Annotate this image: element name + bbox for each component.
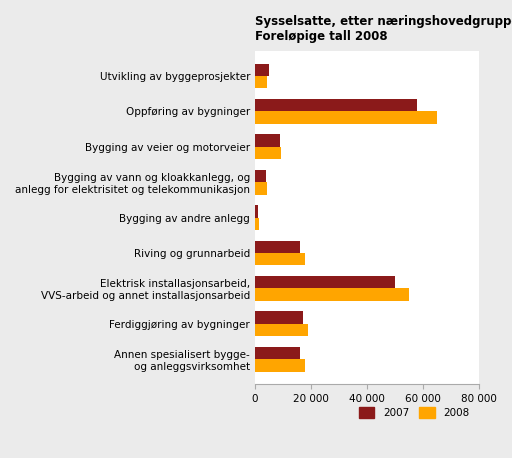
Bar: [255, 111, 437, 124]
Bar: [255, 347, 300, 359]
Bar: [255, 253, 305, 265]
Bar: [255, 170, 266, 182]
Bar: [255, 134, 280, 147]
Bar: [255, 359, 305, 371]
Bar: [255, 289, 409, 301]
Bar: [255, 324, 308, 336]
Bar: [255, 76, 267, 88]
Legend: 2007, 2008: 2007, 2008: [355, 403, 474, 422]
Bar: [255, 240, 300, 253]
Bar: [255, 205, 258, 218]
Bar: [255, 99, 417, 111]
Bar: [255, 311, 303, 324]
Text: Sysselsatte, etter næringshovedgruppe. Foretak. 2007-2008. Endelige tall 2007.
F: Sysselsatte, etter næringshovedgruppe. F…: [255, 15, 512, 43]
Bar: [255, 218, 259, 230]
Bar: [255, 276, 395, 289]
Bar: [255, 147, 282, 159]
Bar: [255, 182, 267, 195]
Bar: [255, 64, 269, 76]
